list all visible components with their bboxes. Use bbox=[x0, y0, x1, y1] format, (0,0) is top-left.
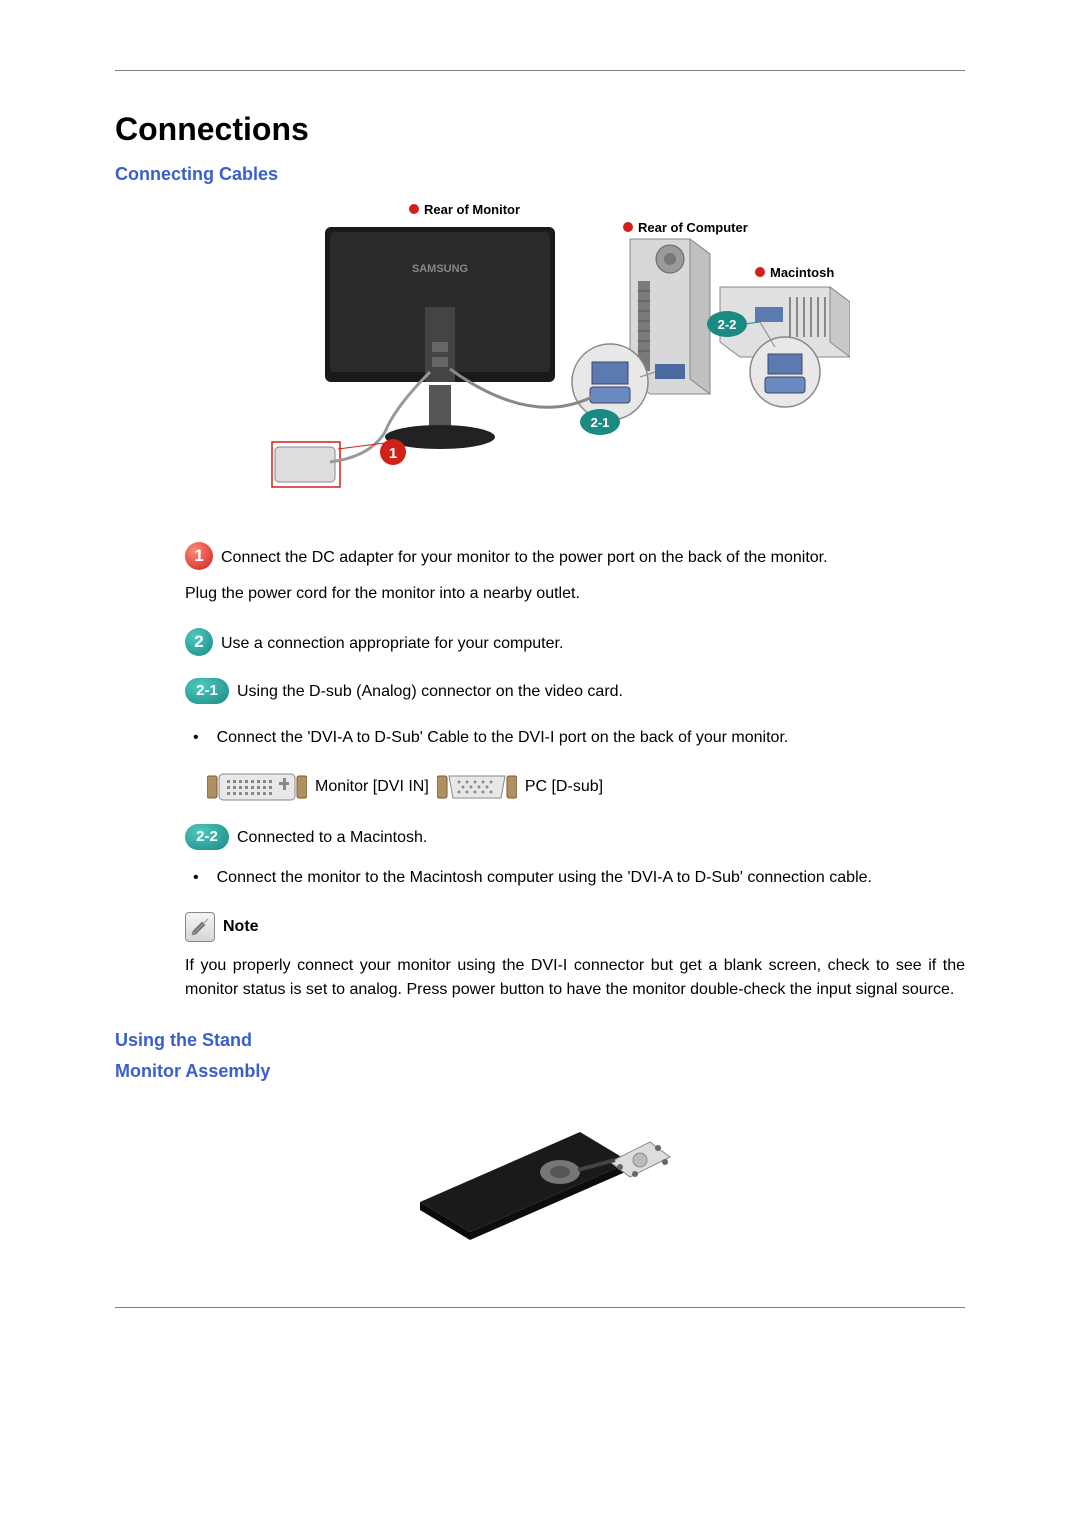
bottom-rule bbox=[115, 1307, 965, 1308]
step-2: 2 Use a connection appropriate for your … bbox=[185, 628, 965, 656]
monitor-assembly-diagram bbox=[115, 1092, 965, 1247]
connector-row: Monitor [DVI IN] PC [D-sub] bbox=[207, 772, 965, 802]
note-text: If you properly connect your monitor usi… bbox=[185, 954, 965, 1002]
svg-text:1: 1 bbox=[389, 445, 397, 462]
section-monitor-assembly: Monitor Assembly bbox=[115, 1061, 965, 1082]
section-connecting-cables: Connecting Cables bbox=[115, 164, 965, 185]
bullet-dot: • bbox=[193, 866, 199, 890]
svg-text:2-1: 2-1 bbox=[591, 415, 610, 430]
note-icon bbox=[185, 912, 215, 942]
step-2-1-bullet-text: Connect the 'DVI-A to D-Sub' Cable to th… bbox=[217, 726, 965, 750]
callout-2-icon: 2 bbox=[185, 628, 213, 656]
top-rule bbox=[115, 70, 965, 71]
step-2-2: 2-2 Connected to a Macintosh. bbox=[185, 824, 965, 850]
step-2-1: 2-1 Using the D-sub (Analog) connector o… bbox=[185, 678, 965, 704]
bullet-dot: • bbox=[193, 726, 199, 750]
step-1: 1 Connect the DC adapter for your monito… bbox=[185, 542, 965, 570]
step-2-text: Use a connection appropriate for your co… bbox=[221, 632, 563, 656]
connector-label-dsub: PC [D-sub] bbox=[525, 775, 603, 799]
section-using-stand: Using the Stand bbox=[115, 1030, 965, 1051]
step-2-2-text: Connected to a Macintosh. bbox=[237, 826, 427, 850]
diagram-label-macintosh: Macintosh bbox=[770, 265, 834, 280]
page-title: Connections bbox=[115, 111, 965, 148]
instructions-block: 1 Connect the DC adapter for your monito… bbox=[185, 542, 965, 1002]
diagram-label-rear-computer: Rear of Computer bbox=[638, 220, 748, 235]
note-label: Note bbox=[223, 915, 259, 939]
connection-diagram: Rear of Monitor Rear of Computer Macinto… bbox=[115, 197, 965, 502]
connector-label-dvi: Monitor [DVI IN] bbox=[315, 775, 429, 799]
diagram-monitor-brand: SAMSUNG bbox=[412, 263, 468, 275]
svg-text:2-2: 2-2 bbox=[718, 317, 737, 332]
step-2-2-bullet: • Connect the monitor to the Macintosh c… bbox=[193, 866, 965, 890]
dvi-connector-icon bbox=[207, 772, 307, 802]
step-1-text-a: Connect the DC adapter for your monitor … bbox=[221, 546, 828, 570]
note-row: Note bbox=[185, 912, 965, 942]
callout-1-icon: 1 bbox=[185, 542, 213, 570]
callout-2-2-icon: 2-2 bbox=[185, 824, 229, 850]
step-1-text-b: Plug the power cord for the monitor into… bbox=[185, 582, 965, 606]
step-2-1-bullet: • Connect the 'DVI-A to D-Sub' Cable to … bbox=[193, 726, 965, 750]
diagram-label-rear-monitor: Rear of Monitor bbox=[424, 202, 520, 217]
step-2-2-bullet-text: Connect the monitor to the Macintosh com… bbox=[217, 866, 965, 890]
callout-2-1-icon: 2-1 bbox=[185, 678, 229, 704]
dsub-connector-icon bbox=[437, 772, 517, 802]
step-2-1-text: Using the D-sub (Analog) connector on th… bbox=[237, 680, 623, 704]
